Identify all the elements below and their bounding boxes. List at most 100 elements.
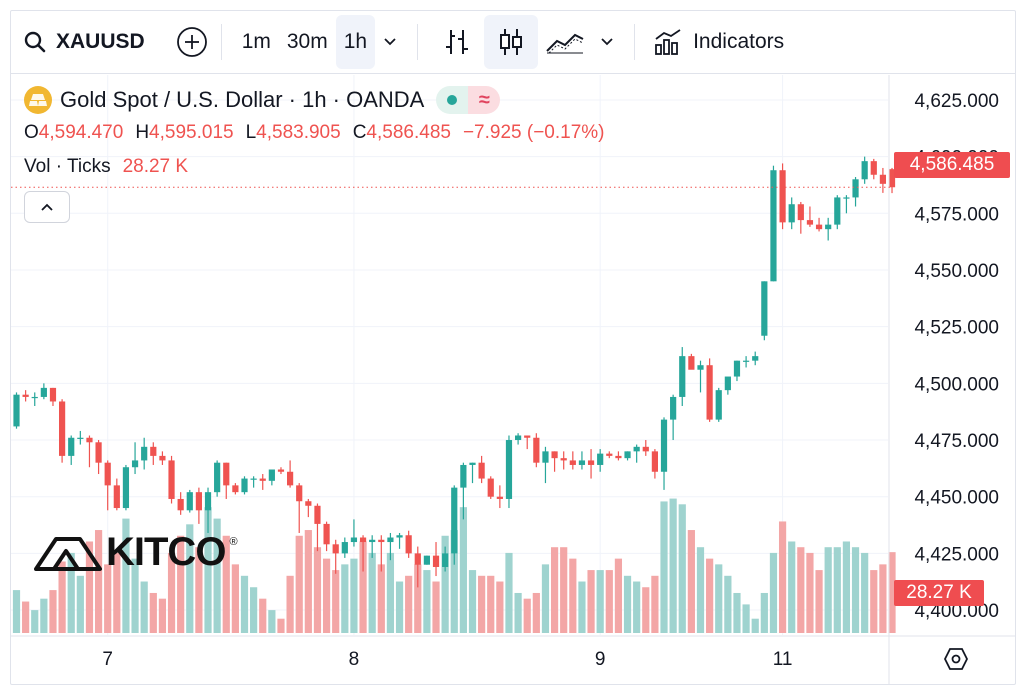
volume-bar	[322, 558, 331, 633]
candle-body	[95, 442, 102, 463]
candle-body	[843, 197, 850, 199]
candle-body	[122, 467, 130, 509]
candle-body	[232, 485, 239, 493]
area-chart-type-button[interactable]	[538, 15, 592, 69]
candle-body	[660, 419, 668, 472]
volume-bar	[58, 561, 66, 633]
volume-bar	[678, 504, 686, 633]
candle-body	[223, 462, 230, 486]
volume-bar	[769, 552, 778, 633]
time-tick-label: 11	[773, 649, 793, 670]
volume-bar	[395, 581, 404, 633]
collapse-legend-button[interactable]	[24, 191, 70, 223]
bar-chart-type-button[interactable]	[430, 15, 484, 69]
chart-type-dropdown[interactable]	[592, 15, 622, 69]
candle-body	[578, 460, 586, 465]
volume-bar	[40, 598, 48, 633]
candle-body	[277, 469, 285, 472]
volume-bar	[560, 547, 568, 633]
volume-bar	[605, 570, 613, 633]
volume-bar	[806, 552, 814, 633]
interval-dropdown[interactable]	[375, 15, 405, 69]
candle-body	[852, 179, 859, 198]
candle-body	[341, 542, 348, 554]
candle-body	[651, 451, 658, 472]
candle-body	[688, 356, 695, 370]
interval-30m[interactable]: 30m	[286, 29, 328, 53]
symbol-search[interactable]: XAUUSD	[10, 15, 145, 69]
area-chart-icon	[546, 33, 584, 53]
open-key: O	[24, 122, 39, 143]
indicators-button[interactable]: Indicators	[647, 15, 790, 69]
search-icon	[24, 31, 46, 52]
market-status-pill[interactable]: ≈	[436, 86, 501, 114]
candle-body	[551, 451, 558, 459]
candle-body	[68, 437, 75, 456]
volume-bar	[861, 552, 869, 633]
volume-bar	[505, 552, 513, 633]
candles-icon	[500, 28, 523, 55]
candle-body	[287, 471, 294, 486]
volume-bar	[541, 564, 550, 633]
time-tick-label: 7	[102, 649, 113, 670]
volume-bar	[250, 587, 258, 633]
candle-body	[888, 169, 896, 188]
volume-bar	[587, 570, 595, 633]
volume-bar	[177, 535, 185, 633]
market-open-dot	[436, 86, 469, 114]
volume-bar	[478, 575, 486, 633]
price-tick-label: 4,500.000	[914, 374, 999, 395]
volume-bar	[550, 547, 559, 633]
volume-bar	[760, 592, 768, 633]
candle-body	[505, 440, 513, 499]
volume-bar	[386, 552, 395, 633]
ohlc-values: O 4,594.470 H 4,595.015 L 4,583.905 C 4,586.…	[24, 122, 605, 146]
volume-bar	[76, 575, 84, 633]
volume-bar	[405, 575, 413, 633]
candle-body	[359, 537, 367, 543]
volume-bar	[359, 541, 367, 633]
candle-body	[569, 460, 576, 465]
candle-body	[31, 396, 38, 399]
volume-bar	[67, 552, 75, 633]
candle-body	[679, 356, 686, 397]
candle-body	[469, 462, 476, 465]
candle-body	[697, 365, 704, 370]
candle-body	[770, 170, 777, 282]
candle-body	[168, 460, 175, 499]
interval-1h[interactable]: 1h	[335, 14, 376, 69]
volume-bar	[715, 564, 723, 633]
volume-bar	[341, 564, 349, 633]
chart-settings-button[interactable]	[942, 646, 970, 672]
candle-body	[214, 462, 221, 493]
close-key: C	[352, 122, 367, 143]
volume-bar	[222, 535, 230, 633]
candle-body	[542, 451, 549, 463]
price-tick-label: 4,450.000	[914, 488, 999, 509]
chevron-down-icon	[384, 37, 396, 45]
candle-body	[241, 478, 248, 493]
compare-symbol-button[interactable]	[175, 25, 209, 59]
volume-bar	[441, 535, 449, 633]
candle-body	[305, 501, 312, 506]
candle-body	[414, 553, 421, 565]
ohlc-bars-icon	[446, 29, 469, 54]
candles-chart-type-button[interactable]	[484, 14, 539, 69]
candle-body	[405, 535, 412, 554]
volume-bar	[240, 575, 249, 633]
gold-bars-icon	[24, 86, 52, 114]
candle-body	[834, 197, 841, 225]
candle-body	[113, 485, 120, 509]
volume-bar	[532, 592, 540, 633]
candle-body	[250, 478, 257, 480]
volume-bar	[350, 558, 358, 633]
candle-body	[259, 478, 266, 481]
candle-body	[706, 365, 713, 420]
candle-body	[186, 492, 193, 511]
candle-body	[870, 161, 877, 175]
candle-body	[86, 437, 93, 443]
volume-bar	[824, 547, 832, 633]
interval-1m[interactable]: 1m	[241, 29, 271, 53]
volume-bar	[487, 575, 495, 633]
